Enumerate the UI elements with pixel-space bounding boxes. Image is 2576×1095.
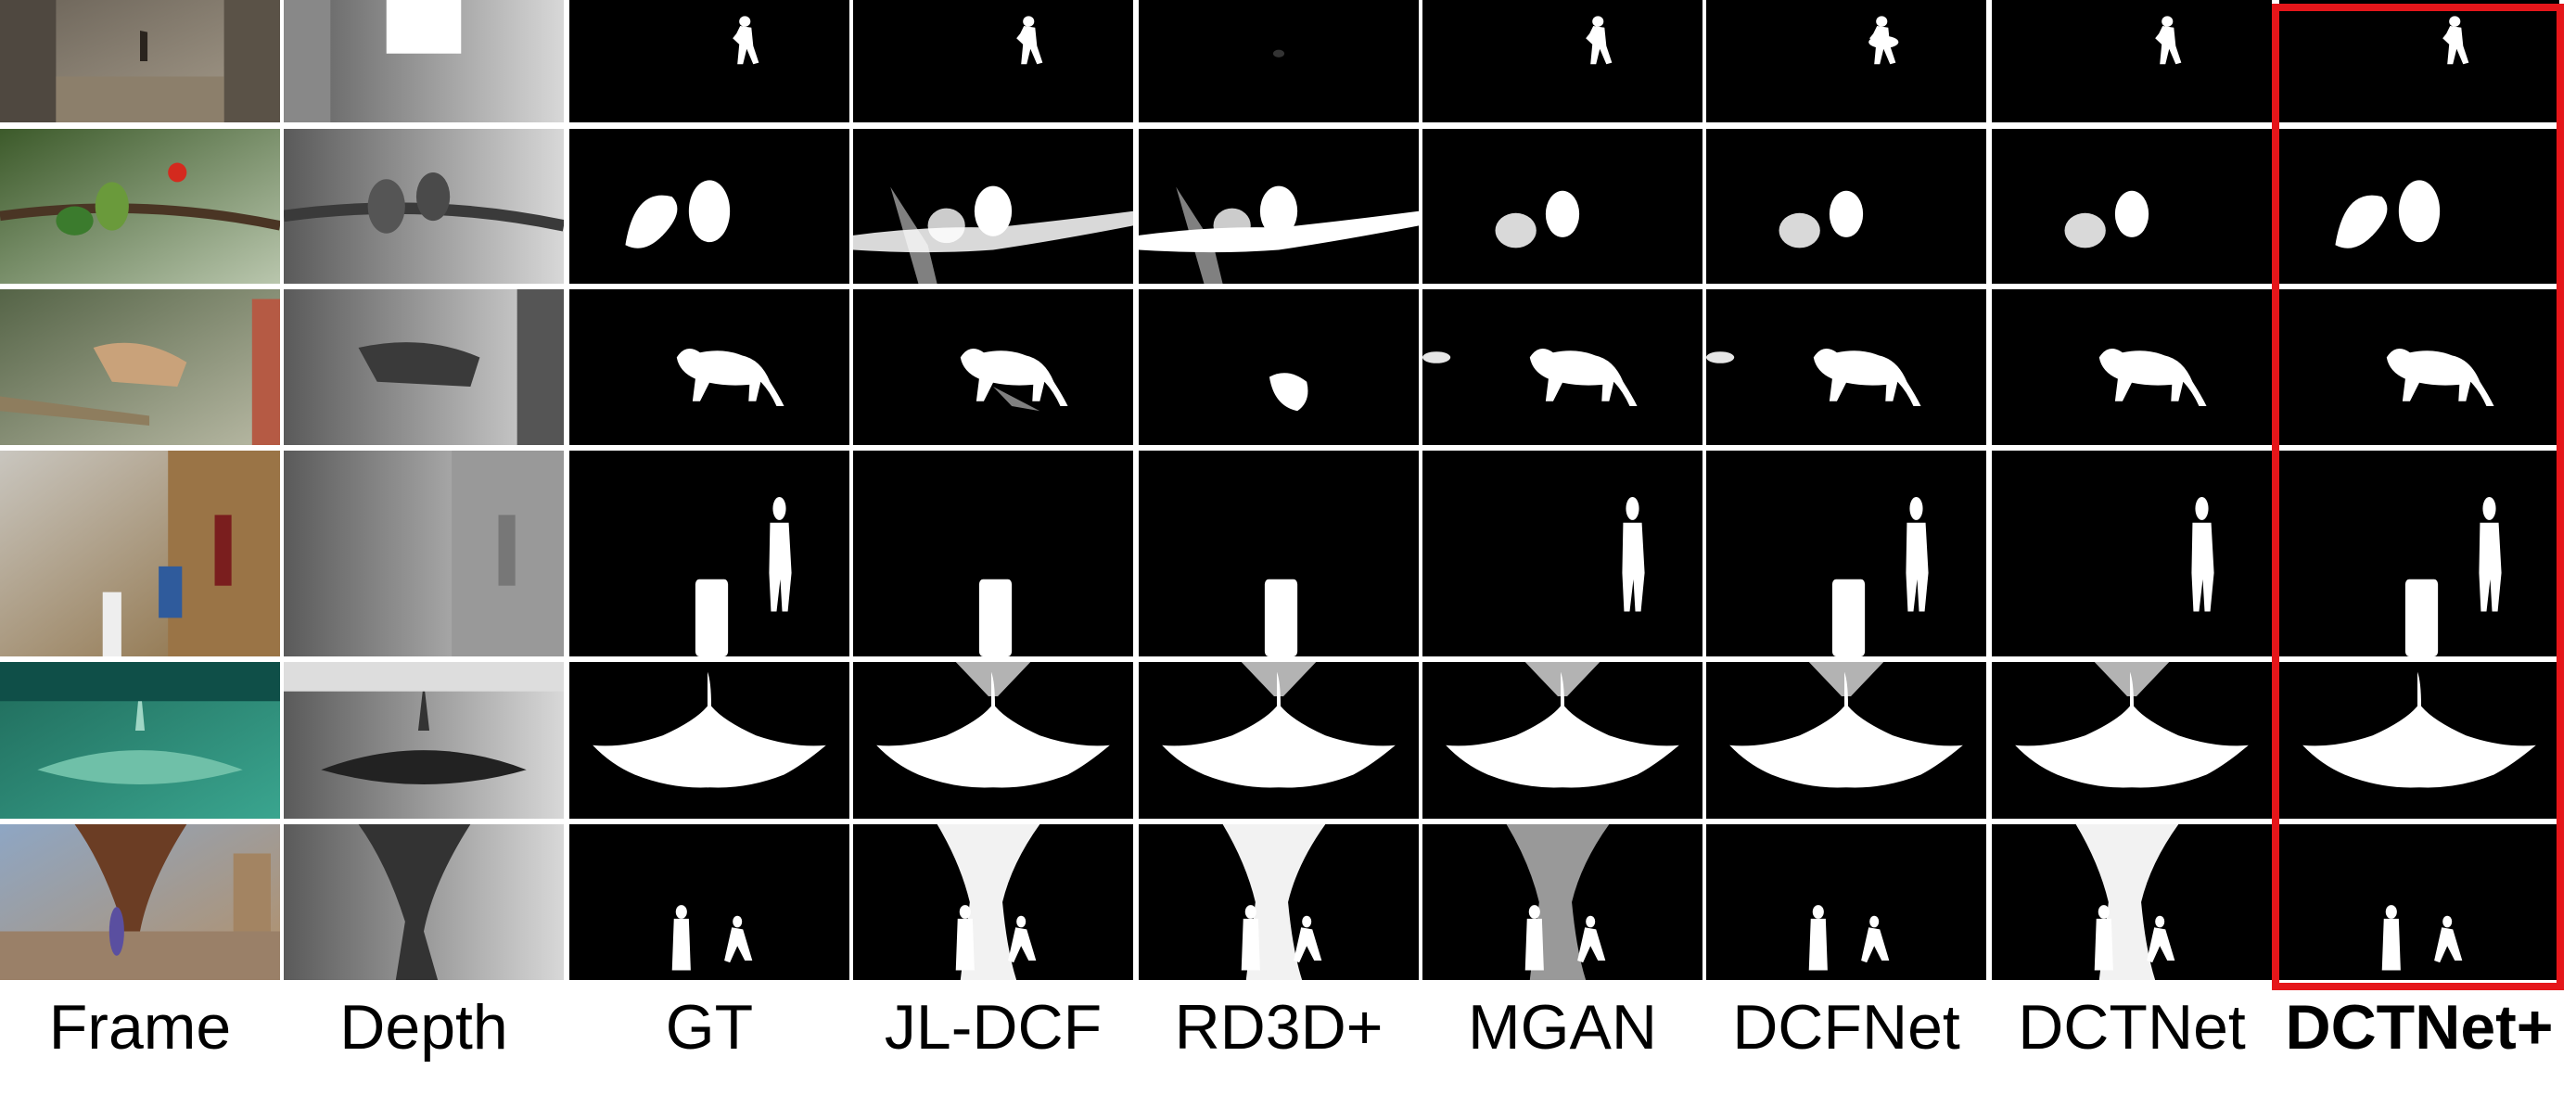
- cell-sea-creature-dcfnet: [1706, 662, 1986, 819]
- cell-two-people-by-tree-dctnetplus: [2279, 824, 2559, 980]
- cell-walking-cat-frame: [0, 289, 280, 445]
- cell-sea-creature-frame: [0, 662, 280, 819]
- column-label-gt: GT: [665, 992, 754, 1063]
- cell-two-parrots-dcfnet: [1706, 129, 1986, 284]
- cell-two-people-by-tree-rd3d: [1139, 824, 1419, 980]
- cell-person-in-hallway-jldcf: [853, 451, 1133, 656]
- cell-sea-creature-depth: [284, 662, 564, 819]
- cell-person-in-alley-frame: [0, 0, 280, 122]
- cell-sea-creature-dctnet: [1992, 662, 2272, 819]
- cell-person-in-alley-depth: [284, 0, 564, 122]
- cell-person-in-alley-dcfnet: [1706, 0, 1986, 122]
- cell-person-in-hallway-frame: [0, 451, 280, 656]
- column-label-depth: Depth: [339, 992, 508, 1063]
- cell-walking-cat-dcfnet: [1706, 289, 1986, 445]
- cell-person-in-alley-jldcf: [853, 0, 1133, 122]
- cell-two-parrots-jldcf: [853, 129, 1133, 284]
- cell-person-in-hallway-rd3d: [1139, 451, 1419, 656]
- cell-two-people-by-tree-dctnet: [1992, 824, 2272, 980]
- cell-two-parrots-frame: [0, 129, 280, 284]
- cell-person-in-alley-gt: [569, 0, 849, 122]
- column-label-dctnetplus: DCTNet+: [2285, 992, 2554, 1063]
- cell-two-parrots-rd3d: [1139, 129, 1419, 284]
- highlight-box: [2272, 4, 2564, 990]
- cell-sea-creature-rd3d: [1139, 662, 1419, 819]
- cell-walking-cat-dctnetplus: [2279, 289, 2559, 445]
- cell-two-parrots-gt: [569, 129, 849, 284]
- cell-two-people-by-tree-jldcf: [853, 824, 1133, 980]
- cell-walking-cat-rd3d: [1139, 289, 1419, 445]
- column-label-dcfnet: DCFNet: [1732, 992, 1960, 1063]
- cell-walking-cat-jldcf: [853, 289, 1133, 445]
- cell-two-parrots-dctnetplus: [2279, 129, 2559, 284]
- cell-two-people-by-tree-frame: [0, 824, 280, 980]
- column-label-mgan: MGAN: [1468, 992, 1657, 1063]
- cell-sea-creature-gt: [569, 662, 849, 819]
- cell-two-parrots-depth: [284, 129, 564, 284]
- cell-two-people-by-tree-dcfnet: [1706, 824, 1986, 980]
- cell-person-in-hallway-gt: [569, 451, 849, 656]
- column-label-rd3d: RD3D+: [1174, 992, 1384, 1063]
- cell-person-in-hallway-mgan: [1422, 451, 1702, 656]
- cell-two-parrots-mgan: [1422, 129, 1702, 284]
- column-label-dctnet: DCTNet: [2018, 992, 2246, 1063]
- cell-person-in-alley-dctnet: [1992, 0, 2272, 122]
- column-label-frame: Frame: [48, 992, 232, 1063]
- cell-two-people-by-tree-depth: [284, 824, 564, 980]
- cell-sea-creature-dctnetplus: [2279, 662, 2559, 819]
- cell-two-people-by-tree-mgan: [1422, 824, 1702, 980]
- cell-two-people-by-tree-gt: [569, 824, 849, 980]
- cell-person-in-alley-dctnetplus: [2279, 0, 2559, 122]
- cell-walking-cat-depth: [284, 289, 564, 445]
- cell-sea-creature-jldcf: [853, 662, 1133, 819]
- cell-person-in-alley-rd3d: [1139, 0, 1419, 122]
- cell-walking-cat-mgan: [1422, 289, 1702, 445]
- cell-person-in-alley-mgan: [1422, 0, 1702, 122]
- cell-person-in-hallway-depth: [284, 451, 564, 656]
- cell-person-in-hallway-dctnet: [1992, 451, 2272, 656]
- column-label-jldcf: JL-DCF: [884, 992, 1103, 1063]
- cell-sea-creature-mgan: [1422, 662, 1702, 819]
- cell-two-parrots-dctnet: [1992, 129, 2272, 284]
- cell-person-in-hallway-dctnetplus: [2279, 451, 2559, 656]
- cell-walking-cat-dctnet: [1992, 289, 2272, 445]
- cell-walking-cat-gt: [569, 289, 849, 445]
- cell-person-in-hallway-dcfnet: [1706, 451, 1986, 656]
